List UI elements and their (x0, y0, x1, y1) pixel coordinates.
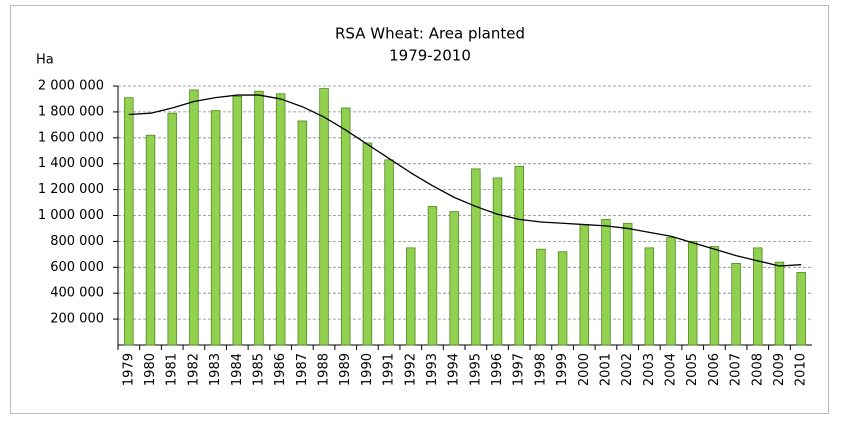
x-tick-label: 1982 (186, 353, 201, 386)
bar (406, 247, 416, 346)
x-tick-label: 2008 (750, 353, 765, 386)
trend-line (128, 94, 802, 267)
y-tick-label: 800 000 (50, 234, 104, 249)
bar (384, 159, 394, 346)
bar (319, 88, 329, 346)
x-tick-label: 1992 (403, 353, 418, 386)
x-tick-label: 2009 (772, 353, 787, 386)
x-tick-label: 1996 (490, 353, 505, 386)
x-tick-label: 2000 (577, 353, 592, 386)
y-tick-label: 600 000 (50, 260, 104, 275)
bar (514, 165, 524, 346)
y-axis-label: Ha (36, 53, 54, 68)
y-tick-label: 1 200 000 (38, 182, 104, 197)
bar (753, 247, 763, 346)
y-tick-label: 1 800 000 (38, 104, 104, 119)
bar (666, 237, 676, 346)
bar (774, 261, 785, 346)
x-tick-label: 1993 (425, 353, 440, 386)
bar (687, 240, 698, 346)
y-tick-label: 400 000 (50, 286, 104, 301)
bar (210, 110, 221, 346)
bar (427, 206, 438, 346)
y-tick-label: 1 400 000 (38, 156, 104, 171)
x-tick-label: 1988 (317, 353, 332, 386)
x-tick-label: 2006 (707, 353, 722, 386)
x-tick-label: 1987 (295, 353, 310, 386)
x-tick-label: 1994 (447, 353, 462, 386)
x-tick-label: 1998 (533, 353, 548, 386)
chart-subtitle: 1979-2010 (389, 47, 471, 65)
y-tick-label: 200 000 (50, 312, 104, 327)
x-tick-label: 1990 (360, 353, 375, 386)
bar (536, 248, 546, 346)
bar (124, 97, 134, 346)
x-tick-label: 1991 (382, 353, 397, 386)
x-tick-label: 1981 (165, 353, 180, 386)
y-tick-label: 2 000 000 (38, 79, 104, 94)
bar (362, 142, 373, 346)
x-tick-label: 2004 (664, 353, 679, 386)
x-tick-label: 1979 (121, 353, 136, 386)
bar (622, 222, 633, 346)
x-tick-label: 1980 (143, 353, 158, 386)
bar (340, 107, 351, 346)
bar (232, 95, 243, 346)
x-tick-label: 1995 (468, 353, 483, 386)
x-tick-label: 2002 (620, 353, 635, 386)
chart-title: RSA Wheat: Area planted (335, 25, 525, 43)
x-tick-label: 1989 (338, 353, 353, 386)
x-tick-label: 1997 (512, 353, 527, 386)
bar (731, 263, 741, 346)
x-tick-label: 1984 (230, 353, 245, 386)
x-tick-label: 2001 (598, 353, 613, 386)
x-tick-label: 1999 (555, 353, 570, 386)
y-tick-label: 1 600 000 (38, 130, 104, 145)
bar (579, 224, 590, 346)
bar (709, 246, 720, 346)
x-tick-label: 2003 (642, 353, 657, 386)
bar (189, 89, 199, 346)
bar (471, 168, 481, 346)
x-tick-label: 1983 (208, 353, 223, 386)
x-tick-label: 1986 (273, 353, 288, 386)
x-tick-label: 2007 (729, 353, 744, 386)
bar (644, 247, 655, 346)
y-tick-label: 1 000 000 (38, 208, 104, 223)
bar (145, 134, 156, 346)
bar (796, 272, 806, 346)
x-tick-label: 2005 (685, 353, 700, 386)
bar (601, 218, 611, 346)
bar (492, 177, 503, 346)
bar (557, 251, 568, 346)
bar (254, 90, 264, 346)
x-tick-label: 1985 (251, 353, 266, 386)
bar (167, 112, 177, 346)
x-tick-label: 2010 (794, 353, 809, 386)
bar (297, 120, 308, 346)
bar (449, 211, 459, 346)
bar (275, 93, 286, 346)
